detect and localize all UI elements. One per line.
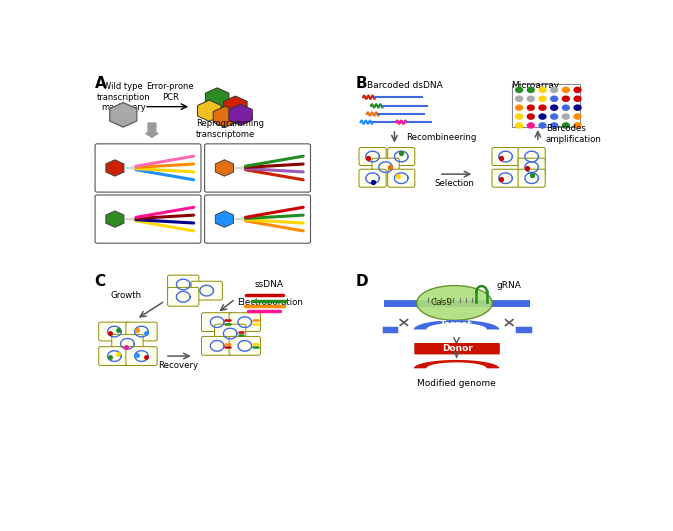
Polygon shape xyxy=(205,88,229,109)
Circle shape xyxy=(550,113,559,120)
FancyBboxPatch shape xyxy=(126,322,157,341)
FancyBboxPatch shape xyxy=(215,324,246,343)
Circle shape xyxy=(527,113,535,120)
Polygon shape xyxy=(198,100,221,122)
FancyBboxPatch shape xyxy=(205,195,310,243)
Polygon shape xyxy=(106,211,124,227)
FancyBboxPatch shape xyxy=(205,144,310,192)
Text: Reprogramming
transcriptome: Reprogramming transcriptome xyxy=(197,119,264,139)
Text: D: D xyxy=(355,275,368,289)
Text: B: B xyxy=(355,76,367,91)
FancyBboxPatch shape xyxy=(415,343,500,354)
Text: ssDNA: ssDNA xyxy=(255,280,284,289)
Circle shape xyxy=(573,87,581,93)
FancyBboxPatch shape xyxy=(518,148,545,166)
Circle shape xyxy=(562,87,570,93)
Circle shape xyxy=(515,122,524,129)
FancyBboxPatch shape xyxy=(191,281,222,300)
Circle shape xyxy=(515,113,524,120)
Circle shape xyxy=(538,96,546,102)
Circle shape xyxy=(538,113,546,120)
FancyBboxPatch shape xyxy=(112,335,143,353)
FancyBboxPatch shape xyxy=(518,169,545,187)
Text: Recombineering: Recombineering xyxy=(406,133,477,142)
FancyBboxPatch shape xyxy=(95,195,201,243)
Text: Microarray: Microarray xyxy=(511,81,559,90)
FancyBboxPatch shape xyxy=(201,313,233,331)
FancyBboxPatch shape xyxy=(95,144,201,192)
Circle shape xyxy=(527,87,535,93)
FancyBboxPatch shape xyxy=(126,347,157,365)
Text: Electroporation: Electroporation xyxy=(237,298,303,307)
Circle shape xyxy=(515,87,524,93)
Polygon shape xyxy=(414,320,499,329)
Text: gRNA: gRNA xyxy=(496,281,521,290)
Circle shape xyxy=(538,87,546,93)
Circle shape xyxy=(562,96,570,102)
FancyBboxPatch shape xyxy=(511,84,579,127)
Text: Wild type
transcription
machinery: Wild type transcription machinery xyxy=(96,82,150,112)
FancyBboxPatch shape xyxy=(492,169,519,187)
Circle shape xyxy=(550,122,559,129)
FancyBboxPatch shape xyxy=(229,313,260,331)
FancyBboxPatch shape xyxy=(388,148,415,166)
Circle shape xyxy=(550,105,559,111)
Circle shape xyxy=(562,122,570,129)
Circle shape xyxy=(515,96,524,102)
Text: C: C xyxy=(94,275,106,289)
Text: A: A xyxy=(94,76,106,91)
FancyBboxPatch shape xyxy=(99,347,130,365)
Circle shape xyxy=(562,105,570,111)
Circle shape xyxy=(527,105,535,111)
FancyBboxPatch shape xyxy=(372,158,399,176)
FancyArrow shape xyxy=(145,123,158,138)
Text: Growth: Growth xyxy=(110,291,141,300)
Text: Error-prone
PCR: Error-prone PCR xyxy=(146,82,194,101)
FancyBboxPatch shape xyxy=(99,322,130,341)
Text: Barcodes
amplification: Barcodes amplification xyxy=(546,124,602,144)
Polygon shape xyxy=(110,102,137,127)
Text: Cas9: Cas9 xyxy=(430,298,452,307)
Polygon shape xyxy=(414,360,499,369)
Text: Donor: Donor xyxy=(441,344,472,353)
Circle shape xyxy=(515,105,524,111)
Circle shape xyxy=(527,122,535,129)
Ellipse shape xyxy=(417,286,492,320)
Circle shape xyxy=(538,105,546,111)
FancyBboxPatch shape xyxy=(359,169,386,187)
FancyBboxPatch shape xyxy=(229,337,260,355)
Circle shape xyxy=(562,113,570,120)
Circle shape xyxy=(550,87,559,93)
Circle shape xyxy=(550,96,559,102)
FancyBboxPatch shape xyxy=(168,275,199,294)
Circle shape xyxy=(573,96,581,102)
Polygon shape xyxy=(215,211,234,227)
Circle shape xyxy=(573,105,581,111)
Circle shape xyxy=(573,113,581,120)
FancyBboxPatch shape xyxy=(492,148,519,166)
Circle shape xyxy=(538,122,546,129)
FancyBboxPatch shape xyxy=(518,158,545,176)
FancyBboxPatch shape xyxy=(388,169,415,187)
Polygon shape xyxy=(215,160,234,176)
Polygon shape xyxy=(213,106,237,127)
Polygon shape xyxy=(106,160,124,176)
Text: Modified genome: Modified genome xyxy=(417,379,496,388)
FancyBboxPatch shape xyxy=(168,287,199,306)
FancyBboxPatch shape xyxy=(201,337,233,355)
Polygon shape xyxy=(223,96,247,117)
Text: Recovery: Recovery xyxy=(158,361,198,370)
Polygon shape xyxy=(229,104,252,125)
Circle shape xyxy=(573,122,581,129)
Text: Target: Target xyxy=(440,320,473,329)
Text: Selection: Selection xyxy=(435,179,474,188)
Text: Barcoded dsDNA: Barcoded dsDNA xyxy=(367,81,443,90)
FancyBboxPatch shape xyxy=(359,148,386,166)
Circle shape xyxy=(527,96,535,102)
